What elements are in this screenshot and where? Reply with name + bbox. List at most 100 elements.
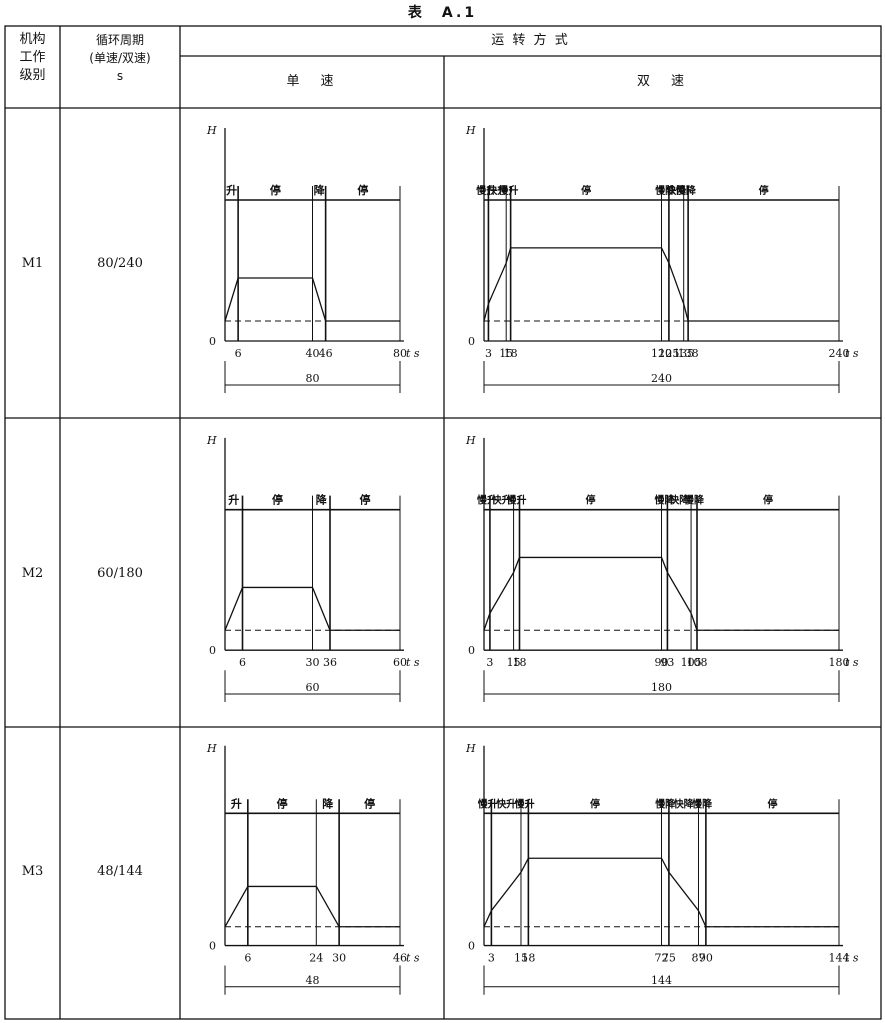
header-single: 单 速 bbox=[286, 74, 338, 89]
segment-label: 停 bbox=[270, 183, 281, 197]
segment-label: 快降 bbox=[673, 797, 695, 810]
row-cycle-m3: 48/144 bbox=[97, 864, 143, 879]
x-axis-label: t s bbox=[406, 952, 420, 965]
total-span-label: 180 bbox=[651, 681, 672, 694]
y-axis-label: H bbox=[206, 742, 217, 755]
segment-label: 停 bbox=[364, 796, 375, 810]
segment-label: 慢降 bbox=[684, 494, 705, 507]
tick-label: 46 bbox=[319, 347, 333, 360]
segment-label: 慢降 bbox=[654, 494, 675, 507]
tick-label: 75 bbox=[662, 952, 676, 965]
total-span-label: 80 bbox=[306, 372, 320, 385]
row-level-m2: M2 bbox=[21, 566, 44, 581]
segment-label: 停 bbox=[767, 797, 777, 810]
tick-label: 80 bbox=[393, 347, 407, 360]
row-level-m1: M1 bbox=[21, 256, 44, 271]
y-axis-label: H bbox=[465, 742, 476, 755]
header-mode: 运 转 方 式 bbox=[491, 33, 570, 48]
chart-single-m3: H 0 t s 升 停 降 停 6 24 30 46 48 bbox=[180, 727, 444, 1019]
tick-label: 6 bbox=[235, 347, 242, 360]
segment-label: 慢降 bbox=[655, 184, 676, 197]
tick-label: 3 bbox=[485, 347, 492, 360]
header-cycle-line: 循环周期 bbox=[95, 33, 144, 47]
tick-label: 30 bbox=[332, 952, 346, 965]
header-level-line: 工作 bbox=[19, 50, 46, 65]
row-cycle-m2: 60/180 bbox=[97, 566, 143, 581]
origin-label: 0 bbox=[468, 940, 475, 953]
segment-label: 升 bbox=[228, 493, 239, 507]
tick-label: 3 bbox=[486, 656, 493, 669]
y-axis-label: H bbox=[206, 124, 217, 137]
tick-label: 36 bbox=[323, 656, 337, 669]
chart-double-m1: H 0 t s 慢升 快升 慢升 停 慢降 快降 慢降 停 3 15 18 120 125 135 138 240 2… bbox=[444, 108, 881, 418]
segment-label: 停 bbox=[277, 796, 288, 810]
header-level: 机构 工作 级别 bbox=[5, 31, 60, 85]
tick-label: 90 bbox=[699, 952, 713, 965]
origin-label: 0 bbox=[209, 335, 216, 348]
tick-label: 240 bbox=[829, 347, 850, 360]
tick-label: 90 bbox=[655, 656, 669, 669]
tick-label: 6 bbox=[239, 656, 246, 669]
segment-label: 停 bbox=[759, 184, 769, 197]
tick-label: 18 bbox=[504, 347, 518, 360]
tick-label: 40 bbox=[306, 347, 320, 360]
header-level-line: 级别 bbox=[19, 68, 46, 83]
origin-label: 0 bbox=[468, 644, 475, 657]
segment-label: 慢升 bbox=[477, 494, 497, 507]
segment-label: 升 bbox=[226, 183, 237, 197]
header-cycle-line: s bbox=[116, 69, 124, 83]
segment-label: 停 bbox=[360, 493, 371, 507]
chart-svg: H 0 t s 升 停 降 停 6 40 46 80 80 bbox=[206, 124, 420, 393]
segment-label: 升 bbox=[231, 796, 242, 810]
tick-label: 24 bbox=[309, 952, 323, 965]
segment-label: 停 bbox=[586, 494, 596, 507]
header-double: 双 速 bbox=[636, 74, 688, 89]
x-axis-label: t s bbox=[845, 952, 859, 965]
segment-label: 降 bbox=[322, 796, 334, 810]
height-profile bbox=[483, 247, 839, 322]
y-axis-label: H bbox=[465, 124, 476, 137]
segment-label: 慢升 bbox=[498, 184, 518, 197]
segment-label: 停 bbox=[590, 797, 600, 810]
segment-label: 慢升 bbox=[478, 797, 498, 810]
segment-label: 快升 bbox=[491, 494, 512, 507]
tick-label: 125 bbox=[658, 347, 679, 360]
chart-double-m3: H 0 t s 慢升 快升 慢升 停 慢降 快降 慢降 停 3 15 18 72 75 87 90 144 144 bbox=[444, 727, 881, 1019]
height-profile bbox=[224, 586, 400, 631]
tick-label: 138 bbox=[678, 347, 699, 360]
segment-label: 慢升 bbox=[507, 494, 527, 507]
height-profile bbox=[224, 277, 400, 322]
segment-label: 停 bbox=[581, 184, 591, 197]
tick-label: 18 bbox=[521, 952, 535, 965]
tick-label: 15 bbox=[499, 347, 513, 360]
row-cycle-m1: 80/240 bbox=[97, 256, 143, 271]
segment-label: 慢升 bbox=[515, 797, 535, 810]
origin-label: 0 bbox=[468, 335, 475, 348]
total-span-label: 240 bbox=[651, 372, 672, 385]
segment-label: 慢降 bbox=[676, 184, 697, 197]
tick-label: 135 bbox=[673, 347, 694, 360]
segment-label: 慢升 bbox=[476, 184, 496, 197]
segment-label: 慢降 bbox=[655, 797, 676, 810]
height-profile bbox=[483, 857, 839, 928]
segment-label: 停 bbox=[272, 493, 283, 507]
table-title: 表 A.1 bbox=[407, 5, 478, 21]
chart-double-m2: H 0 t s 慢升 快升 慢升 停 慢降 快降 慢降 停 3 15 18 90 93 105 108 180 180 bbox=[444, 418, 881, 727]
origin-label: 0 bbox=[209, 644, 216, 657]
header-cycle-line: (单速/双速) bbox=[89, 51, 151, 65]
segment-label: 降 bbox=[314, 183, 326, 197]
segment-label: 慢降 bbox=[692, 797, 713, 810]
tick-label: 30 bbox=[306, 656, 320, 669]
tick-label: 120 bbox=[651, 347, 672, 360]
x-axis-label: t s bbox=[845, 656, 859, 669]
tick-label: 18 bbox=[513, 656, 527, 669]
segment-label: 快降 bbox=[665, 184, 687, 197]
tick-label: 15 bbox=[514, 952, 528, 965]
tick-label: 108 bbox=[687, 656, 708, 669]
segment-label: 停 bbox=[357, 183, 368, 197]
row-level-m3: M3 bbox=[21, 864, 44, 879]
